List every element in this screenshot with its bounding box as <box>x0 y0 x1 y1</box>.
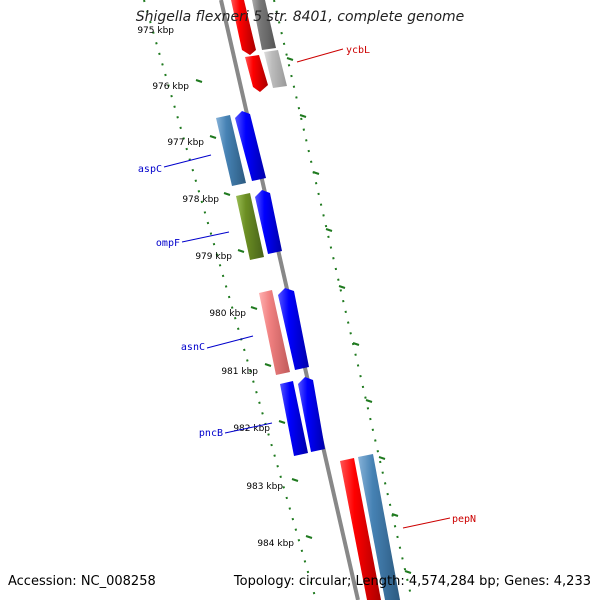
scale-label-984: 984 kbp <box>257 539 294 549</box>
genome-summary-text: Topology: circular; Length: 4,574,284 bp… <box>233 574 591 589</box>
scale-label-979: 979 kbp <box>195 252 232 262</box>
leader-line-asnC <box>206 335 254 349</box>
gene-feature-blue-2[interactable] <box>255 190 282 254</box>
gene-feature-asnC[interactable] <box>259 290 290 375</box>
gene-label-aspC[interactable]: aspC <box>138 164 162 175</box>
gene-label-ompF[interactable]: ompF <box>156 238 180 249</box>
gene-feature-pepN[interactable] <box>340 458 381 600</box>
gene-label-ycbL[interactable]: ycbL <box>346 45 370 56</box>
gene-label-pncB[interactable]: pncB <box>199 428 223 439</box>
genome-title: Shigella flexneri 5 str. 8401, complete … <box>135 9 465 25</box>
gene-feature-pncB[interactable] <box>280 381 308 456</box>
scale-label-981: 981 kbp <box>221 367 258 377</box>
gene-feature-grey-top[interactable] <box>252 0 276 50</box>
gene-feature-steelblue-bottom[interactable] <box>358 454 400 600</box>
leader-line-ompF <box>181 231 230 243</box>
scale-label-978: 978 kbp <box>182 195 219 205</box>
gene-feature-red-top[interactable] <box>231 0 256 55</box>
inner-major-ticks <box>195 79 313 539</box>
scale-label-982: 982 kbp <box>233 424 270 434</box>
gene-feature-ompF[interactable] <box>236 193 264 260</box>
scale-label-980: 980 kbp <box>209 309 246 319</box>
scale-label-975: 975 kbp <box>137 26 174 36</box>
leader-line-pepN <box>402 517 451 529</box>
leader-line-aspC <box>163 154 212 168</box>
scale-label-976: 976 kbp <box>152 82 189 92</box>
outer-major-ticks <box>286 57 412 574</box>
gene-feature-light-grey[interactable] <box>264 50 287 88</box>
leader-line-pncB <box>224 422 273 434</box>
accession-text: Accession: NC_008258 <box>8 574 156 589</box>
gene-feature-blue-3[interactable] <box>278 288 309 370</box>
leader-line-ycbL <box>296 48 344 63</box>
scale-label-977: 977 kbp <box>167 138 204 148</box>
gene-label-pepN[interactable]: pepN <box>452 514 476 525</box>
gene-label-asnC[interactable]: asnC <box>181 342 205 353</box>
scale-label-983: 983 kbp <box>246 482 283 492</box>
gene-feature-blue-1[interactable] <box>235 111 266 181</box>
gene-feature-ycbL[interactable] <box>245 55 268 92</box>
gene-feature-aspC[interactable] <box>216 115 246 186</box>
gene-feature-blue-4[interactable] <box>298 377 325 452</box>
